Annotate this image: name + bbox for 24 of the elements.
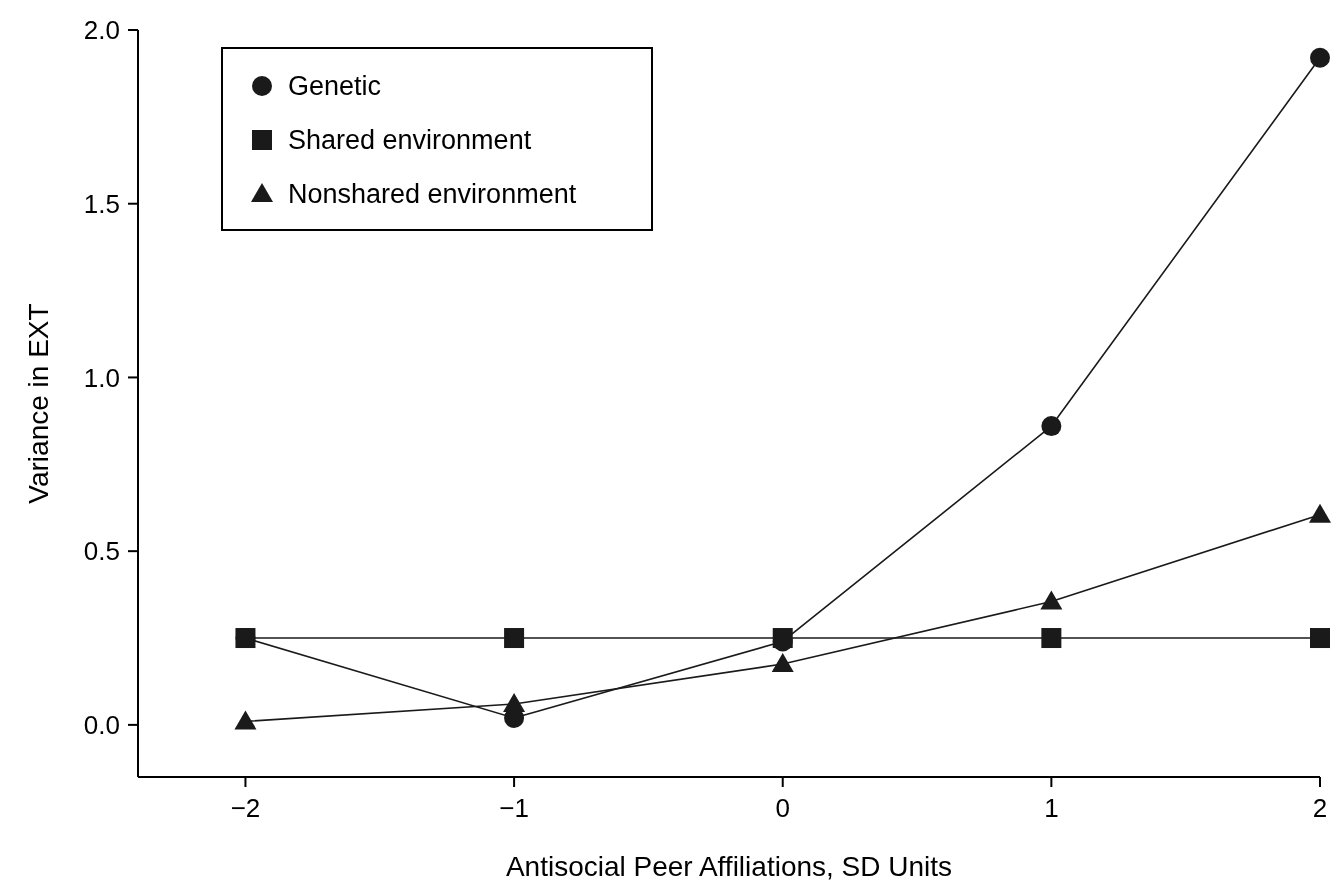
y-tick-label: 0.5 bbox=[83, 536, 120, 567]
y-tick-label: 0.0 bbox=[83, 709, 120, 740]
y-tick-label: 1.0 bbox=[83, 362, 120, 393]
x-tick-label: 1 bbox=[1044, 793, 1059, 823]
x-tick-label: 0 bbox=[775, 793, 790, 823]
y-axis-title: Variance in EXT bbox=[23, 303, 54, 504]
point bbox=[1309, 503, 1331, 523]
y-tick-label: 2.0 bbox=[83, 15, 120, 46]
x-tick-label: −2 bbox=[230, 793, 261, 823]
point bbox=[771, 653, 794, 673]
point bbox=[504, 628, 525, 649]
y-tick-label: 1.5 bbox=[83, 188, 120, 219]
point bbox=[1310, 47, 1330, 68]
point bbox=[1041, 628, 1062, 649]
point bbox=[1041, 416, 1062, 437]
legend-label: Shared environment bbox=[288, 125, 532, 156]
x-axis-title: Antisocial Peer Affiliations, SD Units bbox=[505, 851, 953, 882]
point bbox=[1040, 590, 1063, 610]
x-tick-label: 2 bbox=[1312, 793, 1328, 823]
x-tick-label: −1 bbox=[499, 793, 529, 823]
legend-label: Genetic bbox=[288, 71, 382, 102]
point bbox=[234, 710, 257, 730]
point bbox=[1310, 628, 1330, 649]
legend-label: Nonshared environment bbox=[288, 179, 577, 210]
